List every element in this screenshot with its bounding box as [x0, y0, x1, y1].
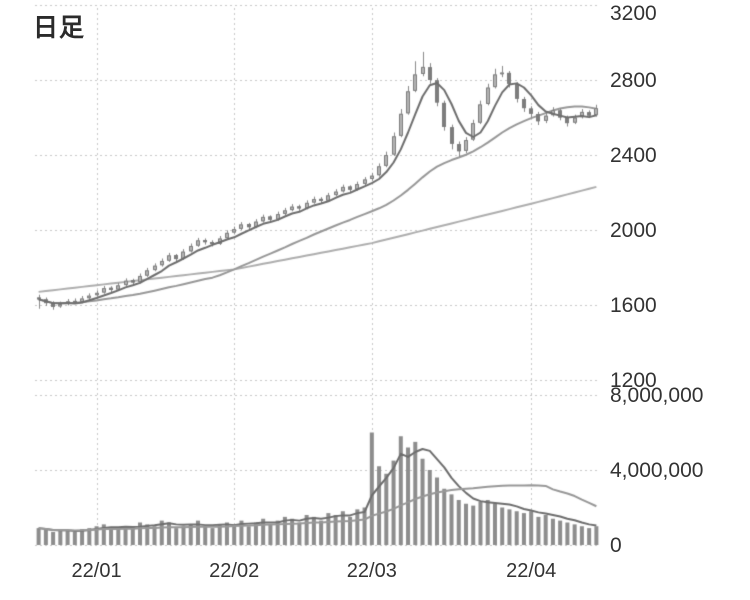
price-axis-label: 2000	[610, 219, 657, 242]
price-axis-label: 1200	[610, 369, 657, 392]
x-axis-label: 22/03	[346, 560, 397, 582]
chart-title: 日足	[33, 14, 86, 42]
price-axis-label: 3200	[610, 2, 657, 25]
x-axis-label: 22/01	[71, 560, 122, 582]
price-axis-label: 1600	[610, 294, 657, 317]
x-axis-label: 22/04	[506, 560, 557, 582]
volume-axis-label: 8,000,000	[610, 384, 704, 407]
price-axis-label: 2800	[610, 69, 657, 92]
volume-axis-label: 0	[610, 534, 622, 557]
volume-axis-label: 4,000,000	[610, 459, 704, 482]
x-axis-label: 22/02	[209, 560, 260, 582]
price-axis-label: 2400	[610, 144, 657, 167]
